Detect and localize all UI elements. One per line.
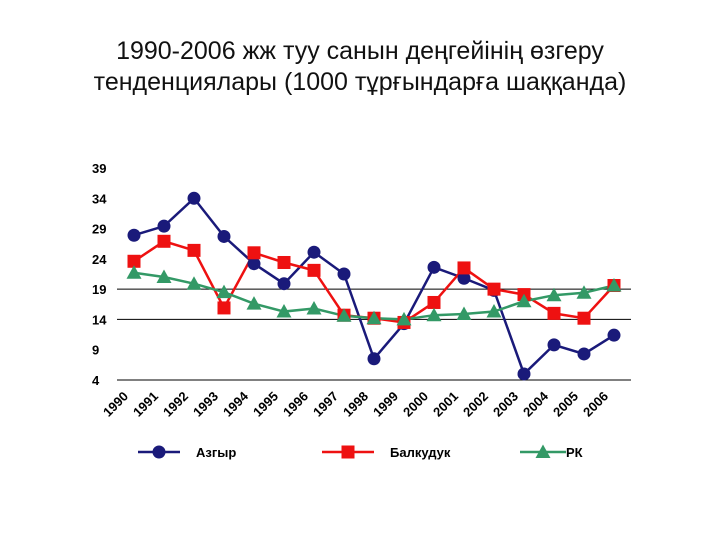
series-rk-point <box>336 308 352 322</box>
legend-series-balkuduk-point <box>341 445 355 459</box>
y-tick-label: 29 <box>92 222 106 237</box>
legend-series-rk-point <box>535 444 551 458</box>
series-azgyr-point <box>547 338 561 352</box>
series-rk-point <box>486 304 502 318</box>
series-balkuduk-point <box>247 246 261 260</box>
series-azgyr-point <box>217 229 231 243</box>
x-tick-label: 2002 <box>460 389 491 420</box>
series-rk-point <box>126 265 142 279</box>
series-azgyr-point <box>457 271 471 285</box>
series-azgyr-point <box>337 267 351 281</box>
series-balkuduk-point <box>127 254 141 268</box>
series-azgyr-point <box>607 328 621 342</box>
x-tick-label: 2001 <box>430 389 461 420</box>
series-rk-point <box>216 284 232 299</box>
x-tick-label: 1995 <box>250 389 281 420</box>
series-rk-point <box>576 285 592 299</box>
series-rk-point <box>516 293 532 308</box>
x-tick-label: 1992 <box>160 389 191 420</box>
series-azgyr-point <box>247 257 261 271</box>
y-tick-label: 14 <box>92 312 107 327</box>
x-tick-label: 2004 <box>520 388 552 420</box>
legend-label: РК <box>566 445 583 460</box>
series-azgyr-point <box>307 245 321 259</box>
x-tick-label: 2003 <box>490 389 521 420</box>
series-balkuduk-point <box>217 301 231 315</box>
x-tick-label: 1993 <box>190 389 221 420</box>
x-tick-label: 1991 <box>130 389 161 420</box>
x-tick-label: 1998 <box>340 389 371 420</box>
x-tick-label: 1994 <box>220 388 252 420</box>
series-rk-point <box>306 301 322 315</box>
series-rk-point <box>546 287 562 302</box>
title-line-2: тенденциялары (1000 тұрғындарға шаққанда… <box>93 68 627 96</box>
series-balkuduk-point <box>547 306 561 320</box>
legend-label: Азгыр <box>196 445 236 460</box>
series-azgyr-point <box>127 228 141 242</box>
y-tick-label: 34 <box>92 191 107 206</box>
y-tick-label: 4 <box>92 373 100 388</box>
title-line-1: 1990-2006 жж туу санын деңгейінің өзгеру <box>116 37 604 65</box>
series-balkuduk-point <box>457 261 471 275</box>
y-tick-label: 24 <box>92 252 107 267</box>
series-azgyr-point <box>277 277 291 291</box>
series-rk-point <box>246 296 262 310</box>
series-rk-point <box>396 311 412 326</box>
x-tick-label: 1999 <box>370 389 401 420</box>
series-balkuduk-point <box>487 282 501 296</box>
legend-label: Балкудук <box>390 445 451 460</box>
series-rk-point <box>426 307 442 322</box>
series-rk-point <box>276 304 292 318</box>
series-rk-point <box>156 269 172 284</box>
y-tick-label: 39 <box>92 161 106 176</box>
y-tick-label: 19 <box>92 282 106 297</box>
series-azgyr-point <box>367 352 381 366</box>
series-balkuduk-point <box>157 234 171 248</box>
x-tick-label: 1996 <box>280 389 311 420</box>
series-azgyr-point <box>577 347 591 361</box>
series-azgyr-point <box>157 219 171 233</box>
series-azgyr-point <box>427 260 441 274</box>
series-rk-point <box>366 310 382 325</box>
series-balkuduk-point <box>187 243 201 257</box>
y-tick-label: 9 <box>92 343 99 358</box>
series-balkuduk-line <box>133 239 615 324</box>
series-azgyr-point <box>187 191 201 205</box>
series-balkuduk-point <box>277 255 291 269</box>
x-tick-label: 1990 <box>100 389 131 420</box>
series-balkuduk-point <box>427 295 441 309</box>
series-rk-point <box>606 278 622 292</box>
series-rk-point <box>456 306 472 320</box>
x-tick-label: 2000 <box>400 389 431 420</box>
series-rk-point <box>186 276 202 290</box>
x-tick-label: 2006 <box>580 389 611 420</box>
chart-title: 1990-2006 жж туу санын деңгейінің өзгеру… <box>0 36 720 98</box>
series-balkuduk-point <box>307 263 321 277</box>
x-tick-label: 1997 <box>310 389 341 420</box>
series-balkuduk-point <box>577 311 591 325</box>
x-tick-label: 2005 <box>550 389 581 420</box>
legend-series-azgyr-point <box>152 445 166 459</box>
series-azgyr-point <box>517 367 531 381</box>
